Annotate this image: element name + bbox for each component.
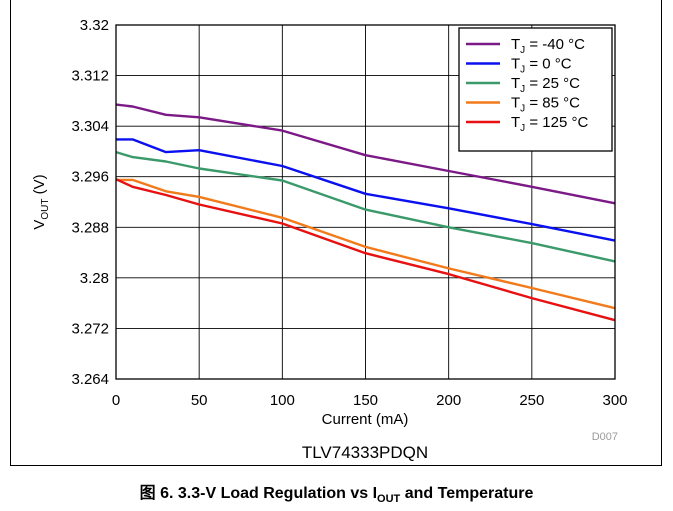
y-tick-label: 3.28 (80, 270, 109, 287)
legend: TJ = -40 °CTJ = 0 °CTJ = 25 °CTJ = 85 °C… (458, 27, 613, 152)
device-label: TLV74333PDQN (302, 443, 428, 462)
series-line-3 (116, 178, 616, 310)
figure-caption: 图 6. 3.3-V Load Regulation vs IOUT and T… (0, 479, 673, 505)
y-tick-label: 3.264 (71, 371, 109, 388)
x-tick-label: 50 (191, 392, 208, 409)
series-line-0 (115, 103, 616, 205)
legend-label-0: TJ = -40 °C (511, 36, 585, 56)
series-layer (115, 103, 616, 322)
caption-text-end: and Temperature (400, 485, 534, 502)
x-tick-labels: 0 50 100 150 200 250 300 (112, 392, 628, 409)
x-axis-title: Current (mA) (322, 411, 409, 428)
y-tick-label: 3.296 (71, 169, 109, 186)
caption-subscript: OUT (377, 493, 401, 505)
x-tick-label: 100 (270, 392, 295, 409)
figure-code: D007 (592, 431, 618, 443)
y-tick-label: 3.272 (71, 320, 109, 337)
legend-label-2: TJ = 25 °C (511, 75, 580, 95)
series-line-2 (115, 150, 616, 263)
series-line-1 (116, 138, 616, 242)
legend-label-3: TJ = 85 °C (511, 95, 580, 115)
legend-label-4: TJ = 125 °C (511, 114, 588, 134)
x-tick-label: 200 (436, 392, 461, 409)
legend-label-1: TJ = 0 °C (511, 56, 572, 76)
grid-lines (116, 25, 615, 379)
x-tick-label: 250 (519, 392, 544, 409)
y-tick-label: 3.32 (80, 17, 109, 34)
plot-border (115, 24, 616, 380)
y-tick-label: 3.288 (71, 219, 109, 236)
x-tick-label: 300 (602, 392, 627, 409)
x-tick-label: 0 (112, 392, 120, 409)
chart-frame (10, 0, 662, 466)
y-tick-labels: 3.264 3.272 3.28 3.288 3.296 3.304 3.312 3.32 (71, 17, 109, 388)
series-line-4 (115, 178, 616, 322)
x-tick-label: 150 (353, 392, 378, 409)
load-regulation-chart: 3.264 3.272 3.28 3.288 3.296 3.304 3.312 3.32 0… (31, 17, 628, 462)
y-tick-label: 3.304 (71, 118, 109, 135)
caption-text: 图 6. 3.3-V Load Regulation vs I (139, 485, 378, 502)
y-tick-label: 3.312 (71, 68, 109, 85)
y-axis-title: VOUT (V) (31, 174, 51, 229)
legend-box (458, 27, 613, 152)
